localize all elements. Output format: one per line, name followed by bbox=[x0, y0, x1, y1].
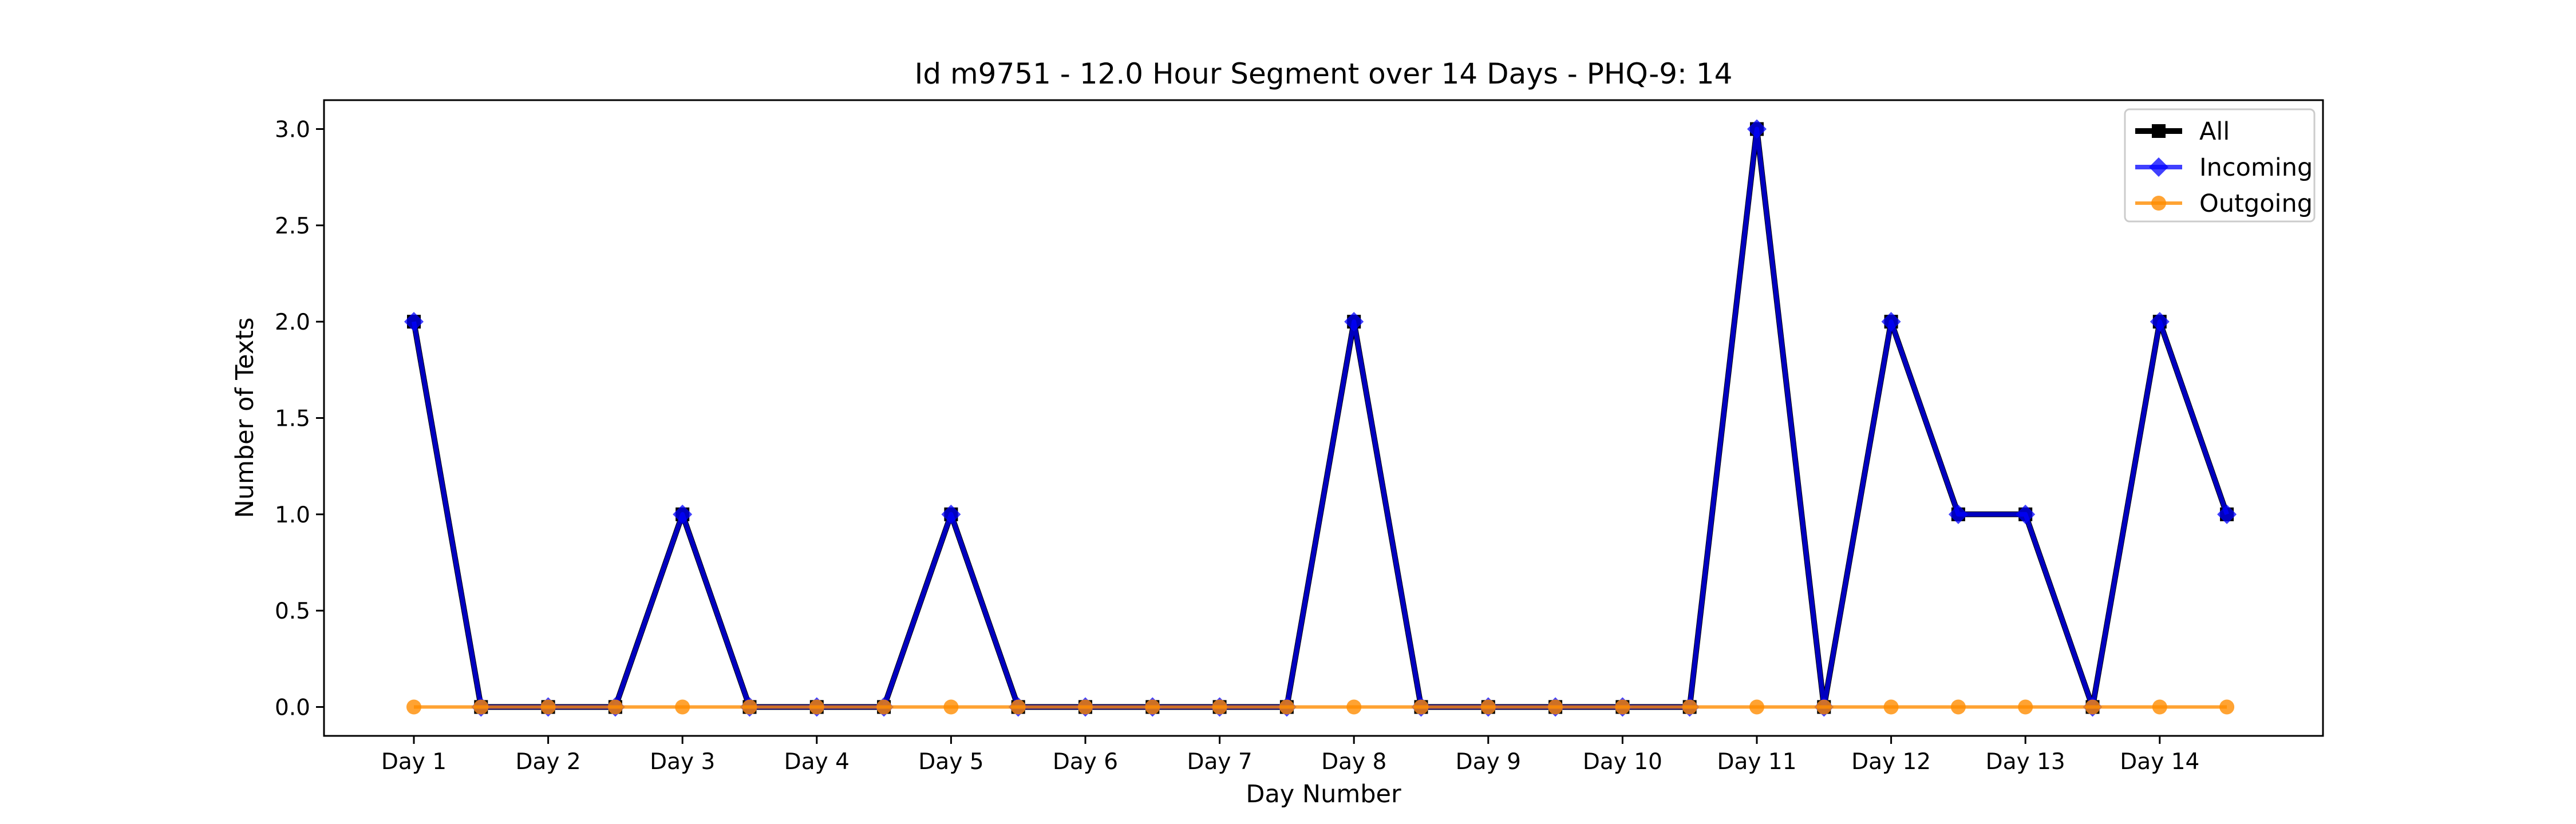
data-point-incoming bbox=[673, 504, 693, 524]
series-outgoing bbox=[406, 699, 2235, 715]
x-tick-label: Day 14 bbox=[2120, 749, 2199, 775]
y-axis-label: Number of Texts bbox=[231, 318, 259, 518]
y-tick-label: 2.0 bbox=[275, 310, 310, 335]
x-tick-label: Day 12 bbox=[1851, 749, 1931, 775]
data-point-outgoing bbox=[473, 699, 489, 715]
y-tick-label: 0.5 bbox=[275, 599, 310, 624]
data-point-outgoing bbox=[1212, 699, 1227, 715]
data-point-incoming bbox=[1881, 312, 1901, 332]
plot-area bbox=[404, 119, 2237, 717]
data-point-incoming bbox=[1344, 312, 1364, 332]
legend-entry: Outgoing bbox=[2135, 189, 2313, 218]
data-point-outgoing bbox=[809, 699, 824, 715]
data-point-incoming bbox=[404, 312, 424, 332]
legend-marker bbox=[2149, 157, 2168, 177]
x-tick-label: Day 7 bbox=[1187, 749, 1252, 775]
data-point-outgoing bbox=[1883, 699, 1899, 715]
data-point-outgoing bbox=[943, 699, 959, 715]
data-point-outgoing bbox=[1548, 699, 1563, 715]
legend-entry: Incoming bbox=[2135, 153, 2313, 182]
x-tick-label: Day 6 bbox=[1053, 749, 1118, 775]
data-point-incoming bbox=[1948, 504, 1968, 524]
data-point-outgoing bbox=[1480, 699, 1496, 715]
data-point-outgoing bbox=[1078, 699, 1093, 715]
y-tick-label: 3.0 bbox=[275, 117, 310, 143]
data-point-incoming bbox=[2217, 504, 2237, 524]
x-tick-label: Day 9 bbox=[1456, 749, 1521, 775]
series-line-incoming bbox=[412, 126, 2229, 710]
x-tick-label: Day 10 bbox=[1583, 749, 1662, 775]
data-point-outgoing bbox=[2085, 699, 2100, 715]
data-point-outgoing bbox=[1279, 699, 1294, 715]
legend-label: All bbox=[2199, 117, 2230, 146]
data-point-outgoing bbox=[1615, 699, 1630, 715]
legend-label: Outgoing bbox=[2199, 189, 2313, 218]
x-tick-label: Day 4 bbox=[784, 749, 850, 775]
x-tick-label: Day 5 bbox=[918, 749, 983, 775]
data-point-outgoing bbox=[1346, 699, 1362, 715]
x-tick-label: Day 11 bbox=[1717, 749, 1796, 775]
data-point-outgoing bbox=[2018, 699, 2033, 715]
y-tick-label: 1.0 bbox=[275, 502, 310, 528]
data-point-outgoing bbox=[876, 699, 892, 715]
data-point-incoming bbox=[941, 504, 961, 524]
data-point-outgoing bbox=[2152, 699, 2167, 715]
x-tick-label: Day 1 bbox=[381, 749, 447, 775]
legend-frame bbox=[2124, 108, 2316, 223]
data-point-outgoing bbox=[1950, 699, 1966, 715]
data-point-outgoing bbox=[406, 699, 421, 715]
x-tick-label: Day 3 bbox=[650, 749, 715, 775]
x-tick-label: Day 8 bbox=[1321, 749, 1386, 775]
data-point-outgoing bbox=[1010, 699, 1026, 715]
axes: 0.0 0.5 1.0 1.5 2.0 2.5 3.0 Day 1 Day 2 Day 3 Day … bbox=[275, 117, 2199, 775]
data-point-outgoing bbox=[540, 699, 556, 715]
legend: All Incoming Outgoing bbox=[2124, 108, 2316, 223]
chart-title: Id m9751 - 12.0 Hour Segment over 14 Day… bbox=[915, 57, 1733, 90]
data-point-incoming bbox=[1747, 119, 1767, 139]
x-axis-label: Day Number bbox=[1246, 780, 1401, 809]
data-point-outgoing bbox=[742, 699, 757, 715]
x-tick-label: Day 13 bbox=[1986, 749, 2065, 775]
data-point-outgoing bbox=[675, 699, 690, 715]
legend-entry: All bbox=[2135, 117, 2230, 146]
data-point-outgoing bbox=[1145, 699, 1160, 715]
data-point-outgoing bbox=[1413, 699, 1429, 715]
data-point-outgoing bbox=[1749, 699, 1764, 715]
y-tick-label: 0.0 bbox=[275, 695, 310, 721]
legend-label: Incoming bbox=[2199, 153, 2313, 182]
data-point-incoming bbox=[2016, 504, 2036, 524]
data-point-incoming bbox=[2150, 312, 2170, 332]
x-tick-label: Day 2 bbox=[515, 749, 580, 775]
y-tick-label: 1.5 bbox=[275, 406, 310, 432]
legend-marker bbox=[2152, 124, 2166, 138]
data-point-outgoing bbox=[1682, 699, 1697, 715]
y-tick-label: 2.5 bbox=[275, 213, 310, 239]
data-point-outgoing bbox=[607, 699, 623, 715]
data-point-outgoing bbox=[2219, 699, 2235, 715]
data-point-outgoing bbox=[1816, 699, 1832, 715]
legend-marker bbox=[2151, 196, 2166, 211]
